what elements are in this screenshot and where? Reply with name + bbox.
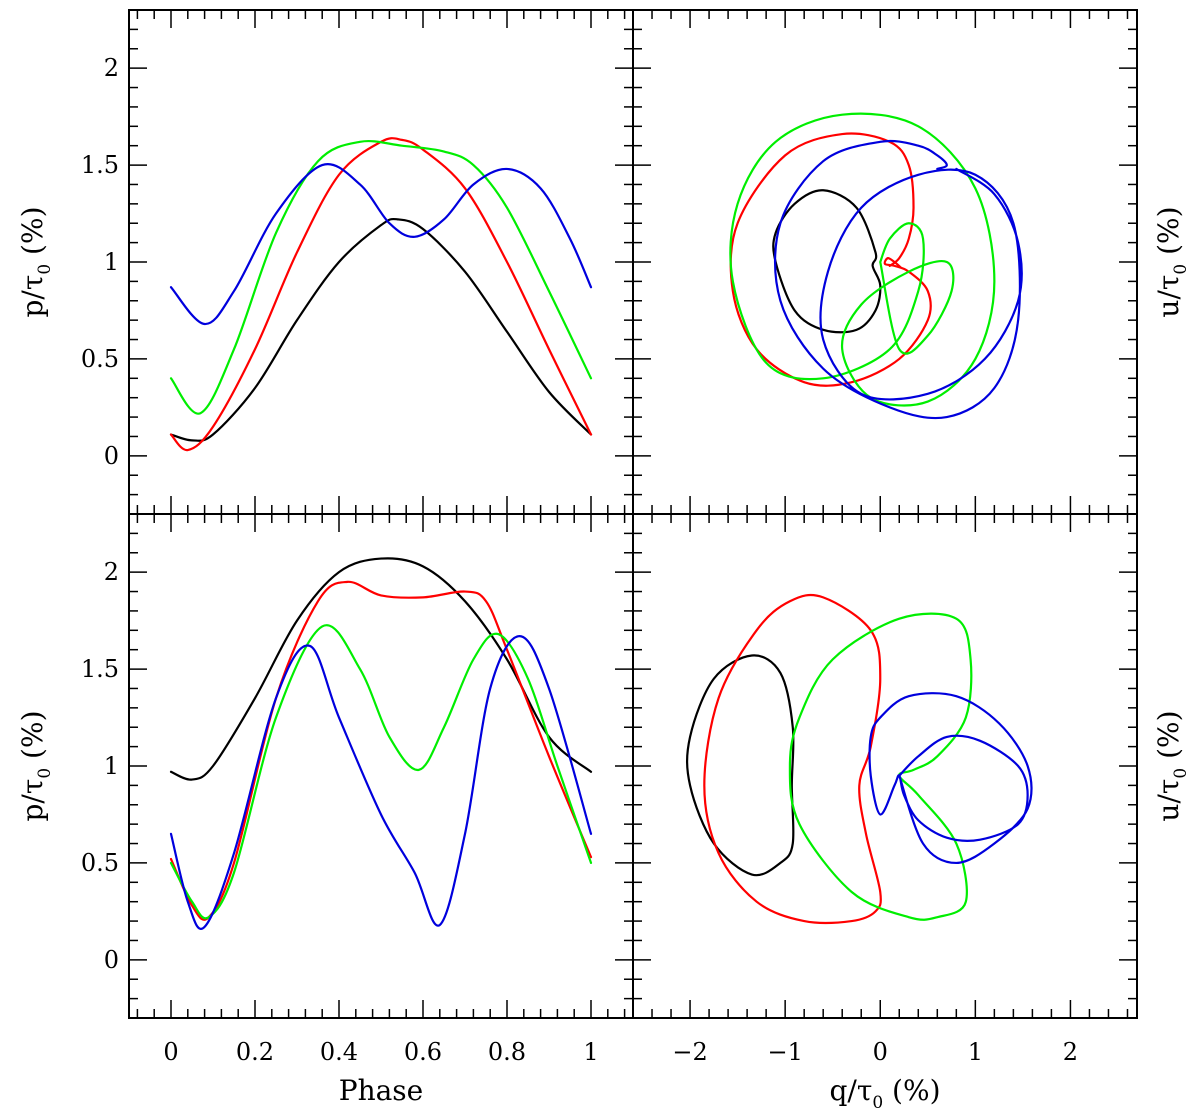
- x-tick-label: 1: [583, 1038, 598, 1066]
- y-axis-title: u/τ0 (%): [1152, 710, 1191, 821]
- y-axis-title: u/τ0 (%): [1152, 206, 1191, 317]
- x-tick-label: 0: [873, 1038, 888, 1066]
- y-tick-label: 1: [104, 248, 119, 276]
- x-tick-label: −1: [767, 1038, 802, 1066]
- axis-ticks: [632, 9, 1137, 514]
- series-line-red: [169, 137, 593, 452]
- series-line-red: [729, 132, 932, 387]
- x-tick-label: 2: [1063, 1038, 1078, 1066]
- x-axis-title: Phase: [339, 1074, 424, 1107]
- series-line-blue: [868, 692, 1033, 865]
- y-tick-label: 1: [104, 752, 119, 780]
- series-group: [169, 557, 593, 930]
- series-line-black: [169, 217, 593, 442]
- y-tick-label: 0.5: [81, 849, 119, 877]
- series-line-green: [729, 112, 996, 407]
- series-line-green: [169, 140, 593, 415]
- y-tick-label: 2: [104, 54, 119, 82]
- x-tick-label: 1: [968, 1038, 983, 1066]
- series-line-red: [169, 580, 593, 921]
- y-tick-label: 0.5: [81, 345, 119, 373]
- panel-top-left: 0 0.5 1 1.5 2 p/τ0 (%): [16, 9, 634, 515]
- x-axis-title: q/τ0 (%): [829, 1074, 940, 1113]
- plot-frame: [632, 513, 1138, 1019]
- panel-top-right: u/τ0 (%): [632, 9, 1191, 515]
- y-tick-label: 0: [104, 946, 119, 974]
- series-line-green: [788, 612, 973, 921]
- series-line-blue: [774, 139, 1023, 420]
- series-line-black: [169, 557, 593, 781]
- x-tick-label: 0.6: [404, 1038, 442, 1066]
- series-line-blue: [169, 635, 593, 930]
- x-tick-label: 0.4: [320, 1038, 358, 1066]
- y-axis-title: p/τ0 (%): [16, 710, 55, 821]
- panel-bottom-right: −2 −1 0 1 2 u/τ0 (%) q/τ0 (%): [632, 513, 1191, 1113]
- y-tick-label: 1.5: [81, 655, 119, 683]
- x-tick-label: 0.2: [236, 1038, 274, 1066]
- series-group: [169, 137, 593, 452]
- axis-ticks: [129, 513, 633, 1018]
- series-line-green: [169, 624, 593, 920]
- series-line-blue: [169, 163, 593, 326]
- panel-bottom-left: 0 0.5 1 1.5 2 0 0.2 0.4 0.6 0.8 1 p/τ0 (%) Phase: [16, 513, 634, 1107]
- series-group: [685, 593, 1033, 925]
- series-line-black: [685, 654, 795, 877]
- series-group: [729, 112, 1023, 420]
- y-tick-label: 2: [104, 558, 119, 586]
- axis-ticks: [632, 513, 1137, 1018]
- axis-ticks: [129, 9, 633, 514]
- y-tick-label: 0: [104, 442, 119, 470]
- x-tick-label: −2: [672, 1038, 707, 1066]
- y-axis-title: p/τ0 (%): [16, 206, 55, 317]
- x-tick-label: 0.8: [488, 1038, 526, 1066]
- y-tick-label: 1.5: [81, 151, 119, 179]
- x-tick-label: 0: [163, 1038, 178, 1066]
- series-line-red: [703, 593, 882, 925]
- series-line-black: [772, 189, 882, 334]
